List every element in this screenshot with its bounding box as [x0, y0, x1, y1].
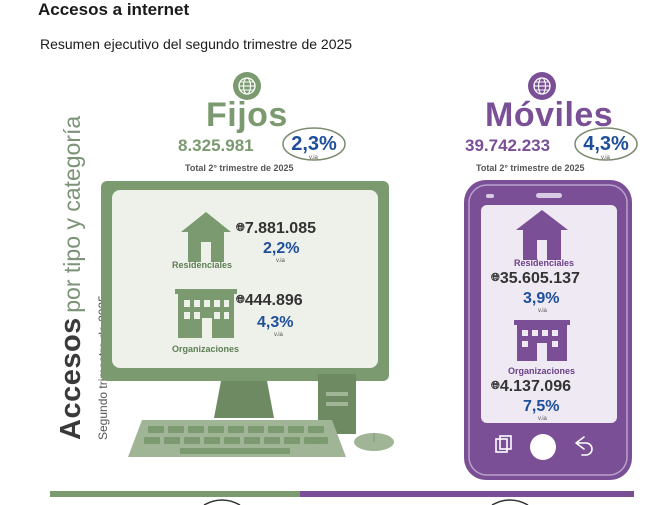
- moviles-heading: Móviles: [485, 96, 614, 134]
- fijos-residenciales-value: 🌐︎7.881.085: [236, 220, 316, 237]
- moviles-residenciales-label: Residenciales: [514, 258, 575, 268]
- building-icon: [514, 320, 570, 361]
- globe-icon: 🌐︎: [491, 272, 500, 284]
- moviles-variation-oval: [574, 127, 638, 161]
- moviles-residenciales-value: 🌐︎35.605.137: [491, 270, 580, 287]
- building-icon: [175, 289, 237, 338]
- globe-icon: 🌐︎: [236, 222, 245, 234]
- fijos-via: v.ia: [309, 155, 318, 161]
- fijos-organizaciones-variation: 4,3%: [257, 314, 294, 331]
- page-title: Accesos a internet: [38, 0, 190, 19]
- moviles-residenciales-variation: 3,9%: [523, 290, 560, 307]
- moviles-via: v.ia: [601, 155, 610, 161]
- fijos-variation-oval: [282, 127, 346, 161]
- moviles-residenciales-via: v.ia: [538, 308, 547, 314]
- globe-icon: 🌐︎: [491, 380, 500, 392]
- globe-icon: [528, 72, 556, 100]
- fijos-heading: Fijos: [206, 96, 288, 134]
- globe-icon: 🌐︎: [236, 294, 245, 306]
- fijos-organizaciones-via: v.ia: [274, 332, 283, 338]
- bottom-band-purple: [300, 491, 634, 497]
- moviles-organizaciones-label: Organizaciones: [508, 366, 576, 376]
- globe-icon: [233, 72, 261, 100]
- fijos-organizaciones-label: Organizaciones: [172, 344, 240, 354]
- fijos-total-label: Total 2° trimestre de 2025: [185, 163, 294, 173]
- fijos-residenciales-via: v.ia: [276, 258, 285, 264]
- fijos-residenciales-label: Residenciales: [172, 260, 233, 270]
- house-icon: [516, 210, 568, 260]
- house-icon: [181, 212, 231, 262]
- moviles-total-label: Total 2° trimestre de 2025: [476, 163, 585, 173]
- moviles-organizaciones-value: 🌐︎4.137.096: [491, 378, 571, 395]
- page-subtitle: Resumen ejecutivo del segundo trimestre …: [40, 36, 353, 52]
- moviles-organizaciones-variation: 7,5%: [523, 398, 560, 415]
- fijos-organizaciones-value: 🌐︎444.896: [236, 292, 303, 309]
- fijos-residenciales-variation: 2,2%: [263, 240, 300, 257]
- moviles-organizaciones-via: v.ia: [538, 416, 547, 422]
- moviles-total: 39.742.233: [465, 136, 551, 155]
- fijos-total: 8.325.981: [178, 136, 254, 155]
- moviles-variation: 4,3%: [583, 133, 629, 155]
- fijos-variation: 2,3%: [291, 133, 337, 155]
